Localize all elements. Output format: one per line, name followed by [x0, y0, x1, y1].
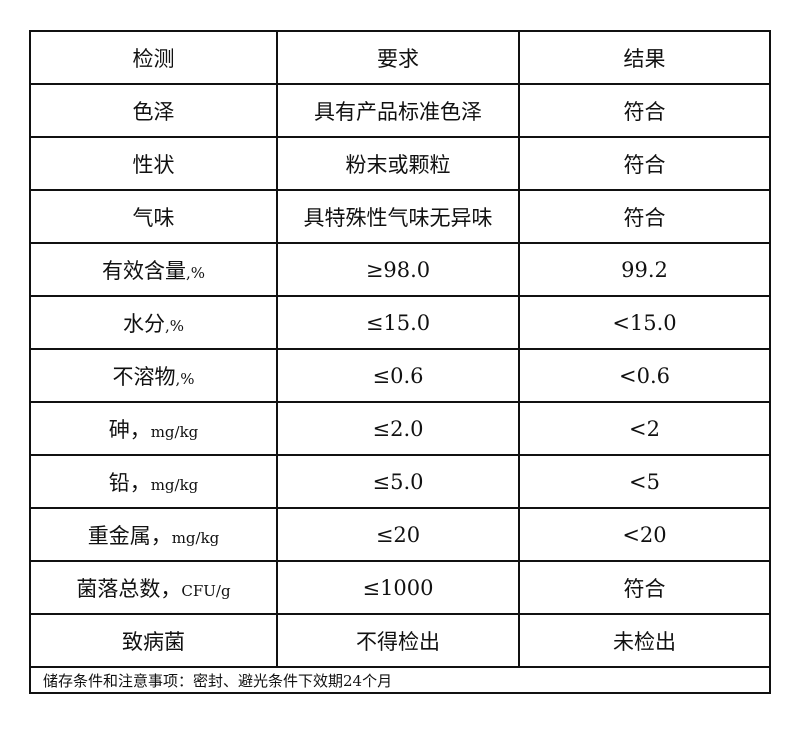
- result: <20: [518, 507, 771, 562]
- header-test: 检测: [29, 30, 278, 85]
- result: 符合: [518, 560, 771, 615]
- test-item: 铅，mg/kg: [29, 454, 278, 509]
- requirement: 具有产品标准色泽: [276, 83, 520, 138]
- item-name: 气味: [132, 205, 175, 230]
- header-requirement: 要求: [276, 30, 520, 85]
- requirement: ≤20: [276, 507, 520, 562]
- item-unit: mg/kg: [150, 422, 199, 441]
- inspection-table: 检测 要求 结果 色泽 具有产品标准色泽 符合 性状 粉末或颗粒 符合 气味 具特殊性气味无异…: [29, 30, 771, 694]
- item-unit: ,%: [175, 369, 195, 388]
- item-unit: CFU/g: [181, 581, 231, 600]
- item-name: 水分: [122, 311, 165, 336]
- item-name: 性状: [132, 152, 175, 177]
- table-row: 菌落总数，CFU/g ≤1000 符合: [29, 560, 771, 615]
- result: <2: [518, 401, 771, 456]
- item-name: 色泽: [132, 99, 175, 124]
- requirement: ≥98.0: [276, 242, 520, 297]
- item-unit: mg/kg: [171, 528, 220, 547]
- result: 未检出: [518, 613, 771, 668]
- item-name: 铅，: [108, 470, 151, 495]
- item-unit: ,%: [164, 316, 185, 335]
- item-unit: ,%: [185, 263, 206, 282]
- test-item: 砷，mg/kg: [29, 401, 278, 456]
- item-name: 致病菌: [122, 629, 185, 654]
- table-row: 铅，mg/kg ≤5.0 <5: [29, 454, 771, 509]
- result: 符合: [518, 189, 771, 244]
- table-row: 水分,% ≤15.0 <15.0: [29, 295, 771, 350]
- requirement: ≤5.0: [276, 454, 520, 509]
- item-name: 重金属，: [87, 523, 172, 548]
- table-row: 砷，mg/kg ≤2.0 <2: [29, 401, 771, 456]
- test-item: 菌落总数，CFU/g: [29, 560, 278, 615]
- header-row: 检测 要求 结果: [29, 30, 771, 85]
- test-item: 重金属，mg/kg: [29, 507, 278, 562]
- item-unit: mg/kg: [150, 475, 199, 494]
- test-item: 有效含量,%: [29, 242, 278, 297]
- requirement: ≤2.0: [276, 401, 520, 456]
- test-item: 性状: [29, 136, 278, 191]
- requirement: 粉末或颗粒: [276, 136, 520, 191]
- item-name: 菌落总数，: [76, 576, 182, 601]
- table-row: 有效含量,% ≥98.0 99.2: [29, 242, 771, 297]
- requirement: ≤15.0: [276, 295, 520, 350]
- item-name: 砷，: [108, 417, 151, 442]
- footer-row: 储存条件和注意事项：密封、避光条件下效期24个月: [29, 666, 771, 694]
- table-row: 重金属，mg/kg ≤20 <20: [29, 507, 771, 562]
- test-item: 色泽: [29, 83, 278, 138]
- table-row: 性状 粉末或颗粒 符合: [29, 136, 771, 191]
- item-name: 有效含量: [101, 258, 186, 283]
- requirement: 不得检出: [276, 613, 520, 668]
- requirement: 具特殊性气味无异味: [276, 189, 520, 244]
- item-name: 不溶物: [112, 364, 176, 389]
- result: <5: [518, 454, 771, 509]
- test-item: 水分,%: [29, 295, 278, 350]
- requirement: ≤1000: [276, 560, 520, 615]
- test-item: 气味: [29, 189, 278, 244]
- test-item: 致病菌: [29, 613, 278, 668]
- table-row: 气味 具特殊性气味无异味 符合: [29, 189, 771, 244]
- table-row: 不溶物,% ≤0.6 <0.6: [29, 348, 771, 403]
- test-item: 不溶物,%: [29, 348, 278, 403]
- table-row: 致病菌 不得检出 未检出: [29, 613, 771, 668]
- table-row: 色泽 具有产品标准色泽 符合: [29, 83, 771, 138]
- requirement: ≤0.6: [276, 348, 520, 403]
- header-result: 结果: [518, 30, 771, 85]
- result: 符合: [518, 136, 771, 191]
- storage-note: 储存条件和注意事项：密封、避光条件下效期24个月: [29, 666, 771, 694]
- result: 符合: [518, 83, 771, 138]
- result: 99.2: [518, 242, 771, 297]
- result: <0.6: [518, 348, 771, 403]
- result: <15.0: [518, 295, 771, 350]
